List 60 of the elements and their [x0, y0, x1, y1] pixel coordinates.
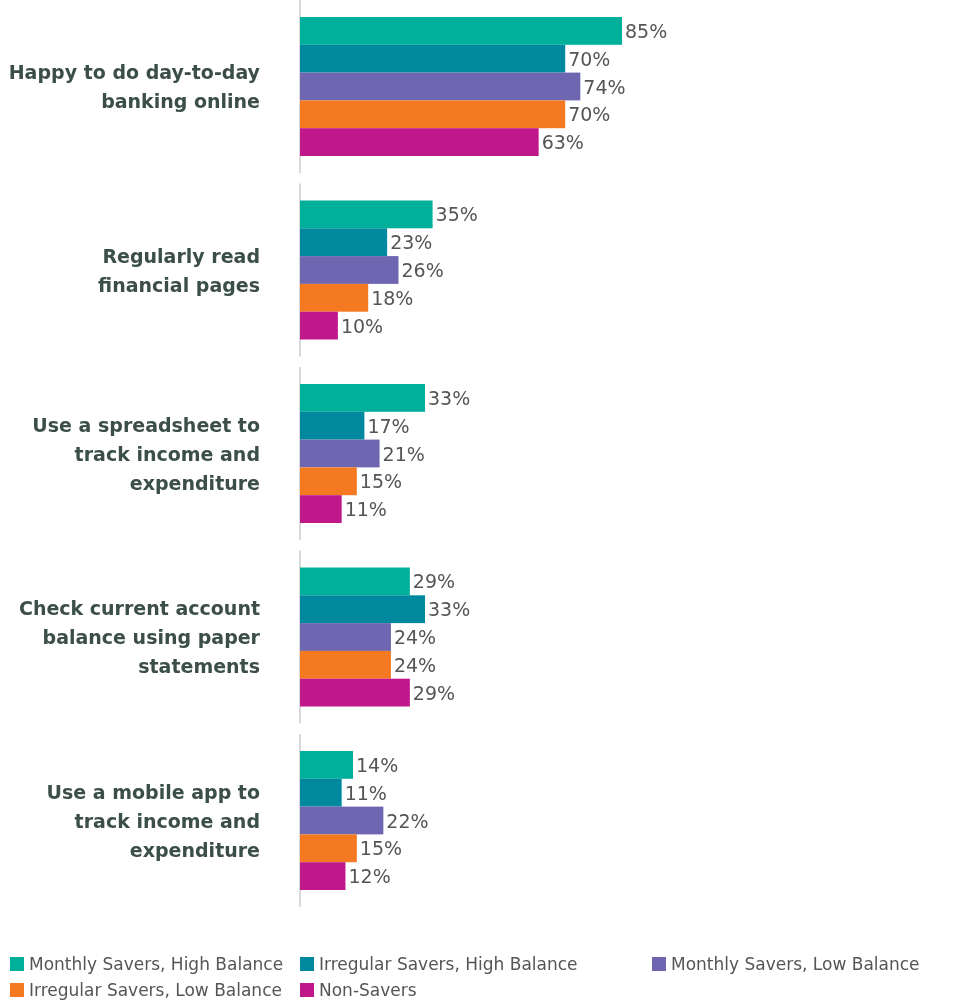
data-label: 29%	[412, 570, 456, 593]
data-label: 26%	[401, 259, 444, 281]
data-label: 24%	[393, 626, 437, 648]
bar	[300, 678, 410, 707]
bar	[300, 100, 566, 129]
data-label: 14%	[356, 753, 399, 776]
data-label: 63%	[541, 131, 584, 154]
bar	[300, 384, 426, 412]
y-tick-label: Check current account balance using paper statements	[18, 597, 261, 677]
legend-label: Irregular Savers, High Balance	[319, 954, 578, 974]
data-label: 74%	[583, 75, 626, 98]
data-label: 33%	[428, 386, 471, 409]
bar	[300, 439, 380, 468]
data-label: 12%	[348, 865, 391, 888]
bar	[300, 311, 338, 340]
data-label: 11%	[344, 781, 387, 804]
bar	[300, 650, 391, 679]
data-label: 17%	[367, 414, 410, 437]
data-label: 22%	[386, 809, 429, 832]
bar	[300, 283, 369, 312]
bar	[300, 495, 342, 523]
bar	[300, 778, 342, 807]
bar	[300, 72, 581, 101]
data-label: 21%	[382, 442, 425, 465]
bar	[300, 411, 365, 440]
bar	[300, 623, 391, 651]
y-tick-label: Happy to do day-to-day banking online	[8, 61, 261, 112]
bar	[300, 228, 388, 257]
y-tick-label: Use a mobile app to track income and expenditure	[46, 780, 260, 861]
bar	[300, 17, 622, 45]
legend-label: Irregular Savers, Low Balance	[29, 980, 282, 1000]
bar	[300, 256, 399, 284]
data-label: 15%	[359, 470, 403, 493]
bar	[300, 595, 426, 624]
bar	[300, 467, 357, 496]
bar	[300, 806, 384, 835]
bar	[300, 44, 566, 73]
bar	[300, 128, 539, 156]
bar	[300, 567, 410, 596]
bar	[300, 751, 354, 779]
bar	[300, 834, 357, 863]
data-label: 18%	[371, 286, 414, 309]
data-label: 23%	[390, 231, 433, 254]
data-label: 85%	[625, 19, 668, 42]
data-label: 10%	[340, 314, 384, 337]
bar	[300, 200, 433, 229]
data-label: 33%	[428, 598, 471, 621]
data-label: 35%	[435, 203, 478, 226]
data-label: 70%	[568, 103, 611, 126]
y-tick-label: Regularly read financial pages	[98, 244, 260, 296]
data-label: 70%	[568, 47, 611, 70]
data-label: 29%	[412, 681, 456, 704]
data-label: 24%	[393, 653, 437, 676]
bar	[300, 862, 346, 890]
data-label: 11%	[344, 498, 387, 521]
legend-label: Non-Savers	[319, 980, 417, 1000]
legend-label: Monthly Savers, High Balance	[29, 954, 284, 974]
y-tick-label: Use a spreadsheet to track income and expenditure	[32, 413, 260, 494]
legend-label: Monthly Savers, Low Balance	[671, 954, 920, 974]
data-label: 15%	[359, 837, 403, 860]
